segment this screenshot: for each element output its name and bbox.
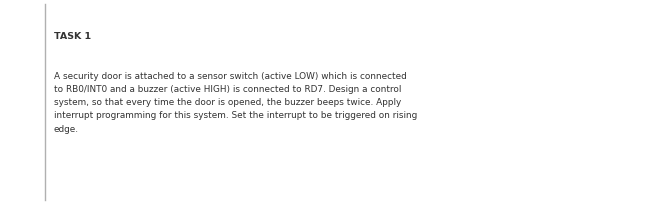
Text: TASK 1: TASK 1 — [54, 32, 91, 41]
Text: A security door is attached to a sensor switch (active LOW) which is connected
t: A security door is attached to a sensor … — [54, 72, 417, 134]
